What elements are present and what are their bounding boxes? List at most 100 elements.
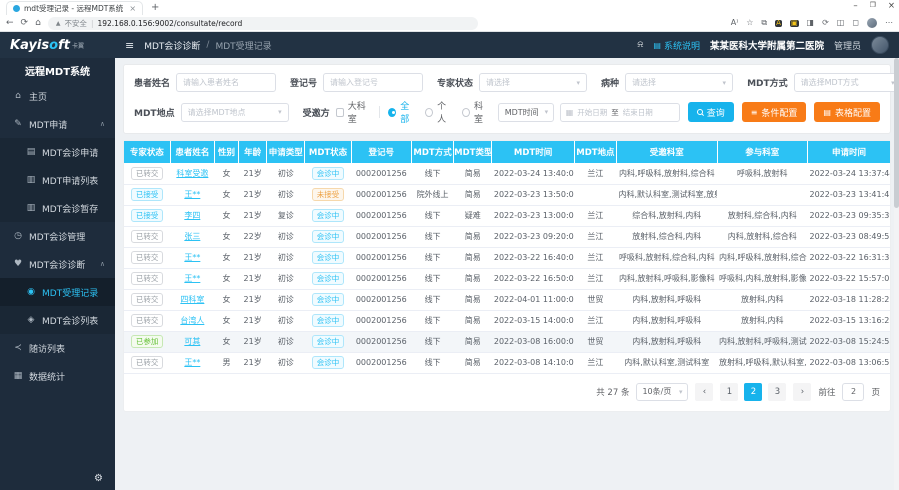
mdt-mode-cell: 线下 bbox=[411, 310, 453, 331]
mdt-place-cell: 兰江 bbox=[574, 205, 616, 226]
page-button-1[interactable]: 1 bbox=[720, 383, 738, 401]
dept-group-checkbox[interactable] bbox=[336, 108, 344, 117]
sidebar-item-MDT申请列表[interactable]: ▥MDT申请列表 bbox=[0, 166, 115, 194]
disease-select[interactable]: 请选择 ▾ bbox=[625, 73, 733, 92]
patient-name-link[interactable]: 王** bbox=[184, 274, 200, 283]
extension-icon-dark1[interactable]: A bbox=[775, 20, 782, 27]
sidebar-collapse-icon[interactable]: ≡ bbox=[125, 39, 134, 52]
page-button-3[interactable]: 3 bbox=[768, 383, 786, 401]
extension-icon-dark2[interactable]: ▣ bbox=[790, 20, 799, 27]
expert-status-select[interactable]: 请选择 ▾ bbox=[479, 73, 587, 92]
disease-placeholder: 请选择 bbox=[632, 77, 656, 88]
patient-name-link[interactable]: 科室受邀 bbox=[176, 169, 208, 178]
column-header-登记号: 登记号 bbox=[351, 141, 411, 163]
patient-name-link[interactable]: 可其 bbox=[184, 337, 200, 346]
system-help-link[interactable]: ▤ 系统说明 bbox=[653, 39, 700, 52]
mdt-status-tag: 会诊中 bbox=[312, 209, 345, 222]
apply-time-cell: 2022-03-24 13:37:44 bbox=[807, 163, 890, 184]
browser-tab[interactable]: mdt受理记录 - 远程MDT系统 × bbox=[6, 1, 143, 15]
prev-page-button[interactable]: ‹ bbox=[695, 383, 713, 401]
sidebar-item-MDT会诊列表[interactable]: ◈MDT会诊列表 bbox=[0, 306, 115, 334]
extension-icon-light[interactable]: ◨ bbox=[807, 19, 815, 27]
page-size-select[interactable]: 10条/页 ▾ bbox=[636, 383, 688, 401]
more-menu-icon[interactable]: ⋯ bbox=[885, 19, 893, 27]
read-aloud-icon[interactable]: A⁾ bbox=[731, 19, 738, 27]
breadcrumb-separator: / bbox=[206, 40, 209, 50]
breadcrumb-page: MDT受理记录 bbox=[215, 39, 271, 52]
date-range-picker[interactable]: ▦ 开始日期 至 结束日期 bbox=[560, 103, 680, 122]
column-header-性别: 性别 bbox=[214, 141, 238, 163]
calendar-icon: ▦ bbox=[566, 108, 574, 117]
sidebar-item-MDT受理记录[interactable]: ◉MDT受理记录 bbox=[0, 278, 115, 306]
chevron-down-icon: ▾ bbox=[723, 79, 727, 87]
sidebar-item-MDT会诊申请[interactable]: ▤MDT会诊申请 bbox=[0, 138, 115, 166]
sidebar-item-主页[interactable]: ⌂主页 bbox=[0, 82, 115, 110]
patient-name-link[interactable]: 李四 bbox=[184, 211, 200, 220]
home-icon[interactable]: ⌂ bbox=[35, 19, 41, 28]
reg-no-label: 登记号 bbox=[290, 76, 317, 89]
radio-dept[interactable] bbox=[462, 108, 470, 117]
tab-close-icon[interactable]: × bbox=[129, 4, 136, 13]
time-field-select[interactable]: MDT时间 ▾ bbox=[498, 103, 554, 122]
shield-icon: ◈ bbox=[26, 315, 36, 325]
sidebar-item-MDT会诊管理[interactable]: ◷MDT会诊管理 bbox=[0, 222, 115, 250]
user-avatar[interactable] bbox=[871, 36, 889, 54]
mdt-time-cell: 2022-03-08 14:10:00 bbox=[492, 352, 574, 373]
refresh-extension-icon[interactable]: ⟳ bbox=[822, 19, 829, 27]
window-minimize-icon[interactable]: – bbox=[853, 1, 857, 11]
apply-type-cell: 初诊 bbox=[267, 331, 305, 352]
apply-time-cell: 2022-03-22 16:31:36 bbox=[807, 247, 890, 268]
search-button[interactable]: 查询 bbox=[688, 102, 734, 122]
split-screen-icon[interactable]: ◫ bbox=[837, 19, 845, 27]
radio-all[interactable] bbox=[388, 108, 396, 117]
scrollbar-thumb[interactable] bbox=[894, 58, 899, 208]
sidebar-item-数据统计[interactable]: ▦数据统计 bbox=[0, 362, 115, 390]
goto-page-input[interactable]: 2 bbox=[842, 383, 864, 401]
mdt-mode-select[interactable]: 请选择MDT方式 ▾ bbox=[794, 73, 899, 92]
dept-group-checkbox-label[interactable]: 大科室 bbox=[348, 99, 372, 125]
sidebar-item-MDT会诊诊断[interactable]: ♥MDT会诊诊断∧ bbox=[0, 250, 115, 278]
patient-name-input[interactable]: 请输入患者姓名 bbox=[176, 73, 276, 92]
radio-dept-label[interactable]: 科室 bbox=[474, 99, 490, 125]
radio-personal-label[interactable]: 个人 bbox=[437, 99, 453, 125]
patient-name-link[interactable]: 王** bbox=[184, 190, 200, 199]
refresh-icon[interactable]: ⟳ bbox=[21, 19, 29, 28]
column-header-年龄: 年龄 bbox=[239, 141, 267, 163]
scrollbar-track[interactable] bbox=[894, 58, 899, 490]
back-icon[interactable]: ← bbox=[6, 19, 14, 28]
address-bar[interactable]: ▲ 不安全 | 192.168.0.156:9002/consultate/re… bbox=[48, 17, 478, 30]
window-restore-icon[interactable]: ❐ bbox=[870, 1, 876, 11]
next-page-button[interactable]: › bbox=[793, 383, 811, 401]
mdt-place-select[interactable]: 请选择MDT地点 ▾ bbox=[181, 103, 289, 122]
reg-no-input[interactable]: 请输入登记号 bbox=[323, 73, 423, 92]
mdt-place-cell: 兰江 bbox=[574, 310, 616, 331]
table-config-button[interactable]: ▤ 表格配置 bbox=[814, 102, 880, 122]
patient-name-link[interactable]: 张三 bbox=[184, 232, 200, 241]
patient-name-link[interactable]: 王** bbox=[184, 253, 200, 262]
copy-icon[interactable]: ⧉ bbox=[761, 19, 767, 27]
new-tab-button[interactable]: + bbox=[151, 2, 159, 13]
patient-name-cell: 王** bbox=[170, 247, 214, 268]
sidebar-item-MDT申请[interactable]: ✎MDT申请∧ bbox=[0, 110, 115, 138]
condition-config-button[interactable]: ≡ 条件配置 bbox=[742, 102, 807, 122]
patient-name-link[interactable]: 王** bbox=[184, 358, 200, 367]
mdt-status-cell: 会诊中 bbox=[305, 163, 351, 184]
mdt-status-tag: 未接受 bbox=[312, 188, 345, 201]
apply-type-cell: 初诊 bbox=[267, 247, 305, 268]
bell-icon[interactable]: ⍾ bbox=[637, 40, 643, 50]
patient-name-link[interactable]: 台湾人 bbox=[180, 316, 204, 325]
browser-profile-avatar[interactable] bbox=[867, 18, 877, 28]
extensions-puzzle-icon[interactable]: ◻ bbox=[852, 19, 859, 27]
sidebar-item-MDT会诊暂存[interactable]: ▥MDT会诊暂存 bbox=[0, 194, 115, 222]
sidebar-item-label: MDT受理记录 bbox=[42, 286, 98, 299]
radio-personal[interactable] bbox=[425, 108, 433, 117]
radio-all-label[interactable]: 全部 bbox=[400, 99, 416, 125]
breadcrumb-section[interactable]: MDT会诊诊断 bbox=[144, 39, 200, 52]
page-button-2[interactable]: 2 bbox=[744, 383, 762, 401]
window-close-icon[interactable]: × bbox=[888, 1, 895, 11]
patient-name-link[interactable]: 四科室 bbox=[180, 295, 204, 304]
sidebar-item-随访列表[interactable]: ≺随访列表 bbox=[0, 334, 115, 362]
settings-gear-icon[interactable]: ⚙ bbox=[94, 473, 103, 484]
favorite-star-icon[interactable]: ☆ bbox=[746, 19, 753, 27]
app-title: 远程MDT系统 bbox=[0, 58, 115, 82]
